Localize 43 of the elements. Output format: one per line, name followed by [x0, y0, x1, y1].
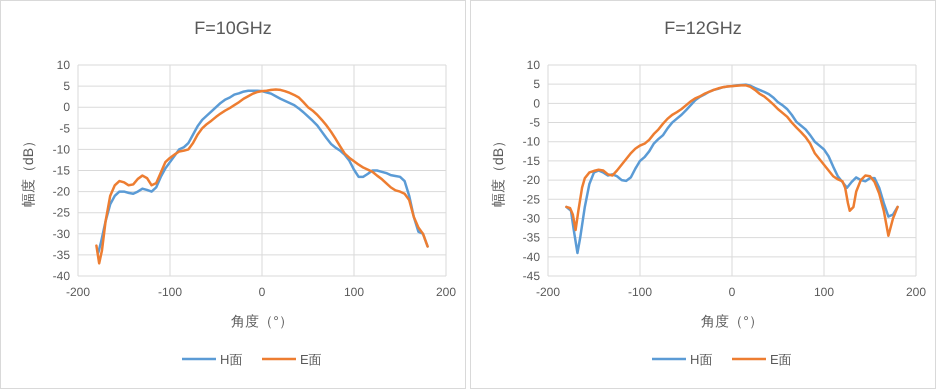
x-tick-label: -200: [536, 285, 560, 299]
x-tick-label: -100: [158, 285, 182, 299]
y-tick-label: -35: [52, 248, 70, 262]
x-axis-title: 角度（°）: [231, 313, 293, 329]
y-tick-label: -5: [59, 121, 70, 136]
y-tick-label: 10: [56, 58, 70, 72]
y-tick-label: -30: [52, 226, 70, 241]
y-tick-label: -40: [522, 250, 540, 264]
y-tick-label: 5: [63, 79, 70, 94]
y-tick-label: -10: [52, 142, 70, 156]
y-tick-label: -20: [52, 184, 70, 199]
y-tick-label: -40: [52, 269, 70, 283]
y-tick-label: -35: [522, 230, 540, 245]
x-tick-label: 100: [814, 285, 834, 299]
legend-label: H面: [220, 352, 242, 367]
y-tick-label: -25: [52, 206, 70, 220]
chart-title: F=12GHz: [664, 18, 742, 38]
y-tick-label: -25: [522, 192, 540, 206]
y-tick-label: 5: [533, 77, 540, 92]
x-tick-label: 0: [728, 285, 736, 299]
y-tick-label: 0: [533, 96, 540, 110]
y-tick-label: 0: [63, 100, 70, 114]
y-tick-label: -10: [522, 134, 540, 149]
x-tick-label: 0: [258, 285, 266, 299]
legend-label: H面: [690, 352, 712, 367]
y-tick-label: 10: [526, 58, 540, 72]
y-axis-title: 幅度（dB）: [20, 134, 36, 208]
legend-label: E面: [300, 352, 322, 367]
y-tick-label: -5: [529, 116, 540, 130]
legend-label: E面: [770, 352, 792, 367]
y-tick-label: -20: [522, 173, 540, 188]
x-axis-title: 角度（°）: [701, 313, 763, 329]
x-tick-label: -100: [628, 285, 652, 299]
chart-title: F=10GHz: [194, 18, 272, 38]
y-tick-label: -30: [522, 211, 540, 226]
x-tick-label: 100: [344, 285, 364, 299]
y-tick-label: -15: [522, 154, 540, 168]
y-axis-title: 幅度（dB）: [490, 134, 506, 208]
y-tick-label: -15: [52, 164, 70, 178]
y-tick-label: -45: [522, 269, 540, 283]
x-tick-label: 200: [436, 285, 456, 299]
x-tick-label: 200: [906, 285, 926, 299]
x-tick-label: -200: [66, 285, 90, 299]
